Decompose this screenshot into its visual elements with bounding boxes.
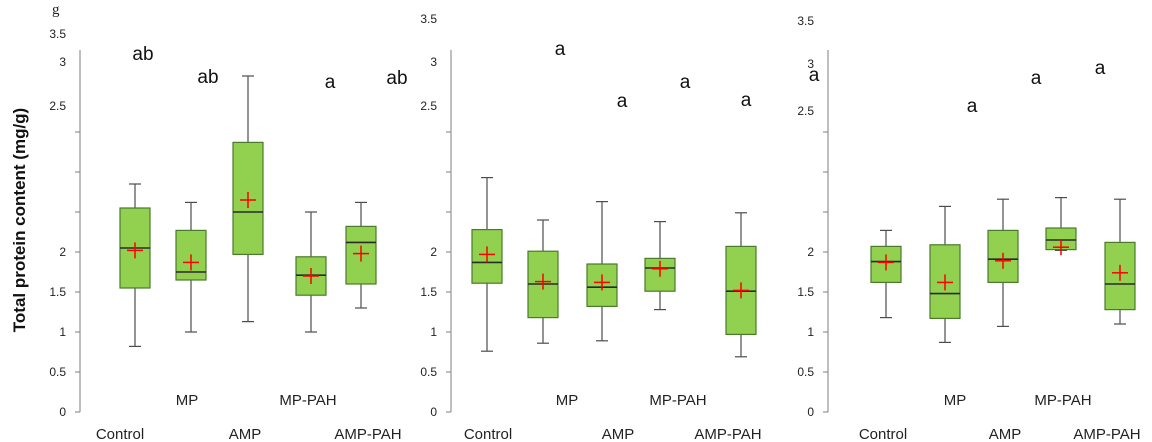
- box-amp-pah: [1104, 198, 1136, 325]
- x-tick-label: AMP: [229, 426, 262, 442]
- y-tick-label: 1.5: [49, 285, 66, 299]
- y-tick-label: 1: [59, 325, 66, 339]
- y-tick-label: 2.5: [797, 104, 814, 118]
- significance-letter: a: [0, 0, 6, 5]
- box-mp-pah: [644, 221, 676, 311]
- x-tick-label: AMP: [989, 426, 1022, 442]
- y-tick-label: 1: [430, 325, 437, 339]
- significance-letter: a: [555, 39, 566, 60]
- x-tick-label: AMP-PAH: [694, 426, 761, 442]
- box-amp: [987, 198, 1019, 327]
- significance-letter: a: [1031, 68, 1042, 89]
- box-mp: [929, 205, 961, 343]
- y-tick-label: 3.5: [420, 12, 437, 26]
- box-control: [471, 177, 503, 352]
- box-mp: [527, 219, 559, 344]
- x-tick-label: MP-PAH: [279, 392, 336, 409]
- y-tick-label: 0: [807, 405, 814, 419]
- x-tick-label: AMP-PAH: [334, 426, 401, 442]
- y-tick-label: 3.5: [797, 14, 814, 28]
- x-tick-label: MP: [556, 392, 579, 409]
- y-tick-label: 2.5: [49, 99, 66, 113]
- x-tick-label: MP-PAH: [649, 392, 706, 409]
- y-tick-label: 3: [430, 55, 437, 69]
- significance-letter: a: [1095, 58, 1106, 79]
- box-mp-pah: [1045, 197, 1077, 256]
- x-tick-label: MP: [944, 392, 967, 409]
- y-tick-label: 3: [807, 57, 814, 71]
- y-tick-label: 1.5: [420, 285, 437, 299]
- panel-2: 0 0.5 1 1.5 2 2.5 3 3.5 Control MP AMP MP-PAH AMP-PA…: [420, 12, 819, 442]
- y-tick-label: 2.5: [420, 99, 437, 113]
- box-control: [119, 183, 151, 347]
- y-tick-label: 0: [59, 405, 66, 419]
- y-tick-label: 1.5: [797, 285, 814, 299]
- x-tick-label: AMP: [602, 426, 635, 442]
- y-tick-label: 3: [59, 55, 66, 69]
- box-amp: [586, 201, 618, 342]
- y-tick-label: 0.5: [420, 365, 437, 379]
- significance-letter: a: [617, 91, 628, 112]
- significance-letter: a: [680, 72, 691, 93]
- significance-letter: a: [809, 65, 820, 86]
- y-tick-label: 0: [430, 405, 437, 419]
- x-tick-label: Control: [464, 426, 512, 442]
- significance-letter: a: [0, 0, 6, 5]
- box-mp: [175, 201, 207, 333]
- significance-letter: a: [325, 72, 336, 93]
- box-control: [870, 229, 902, 319]
- x-tick-label: MP-PAH: [1034, 392, 1091, 409]
- y-tick-label: 2: [59, 245, 66, 259]
- header-fragment: g: [52, 2, 60, 18]
- box-amp: [232, 75, 264, 323]
- box-amp-pah: [725, 212, 757, 358]
- significance-letter: a: [967, 96, 978, 117]
- x-tick-label: Control: [96, 426, 144, 442]
- box-amp-pah: [345, 201, 377, 309]
- panel-1: 0 0.5 1 1.5 2 2.5 3 3.5 Control MP AMP MP-PAH AMP-PA…: [49, 27, 407, 442]
- significance-letter: a: [741, 90, 752, 111]
- significance-letter: ab: [132, 44, 153, 65]
- y-tick-label: 0.5: [49, 365, 66, 379]
- y-axis-label: Total protein content (mg/g): [10, 108, 29, 332]
- y-tick-label: 0.5: [797, 365, 814, 379]
- y-tick-label: 2: [807, 245, 814, 259]
- significance-letter: ab: [386, 68, 407, 89]
- x-tick-label: MP: [176, 392, 199, 409]
- significance-letter: ab: [197, 67, 218, 88]
- box-mp-pah: [295, 211, 327, 333]
- x-tick-label: Control: [859, 426, 907, 442]
- y-tick-label: 3.5: [49, 27, 66, 41]
- x-tick-label: AMP-PAH: [1073, 426, 1140, 442]
- y-tick-label: 2: [430, 245, 437, 259]
- y-tick-label: 1: [807, 325, 814, 339]
